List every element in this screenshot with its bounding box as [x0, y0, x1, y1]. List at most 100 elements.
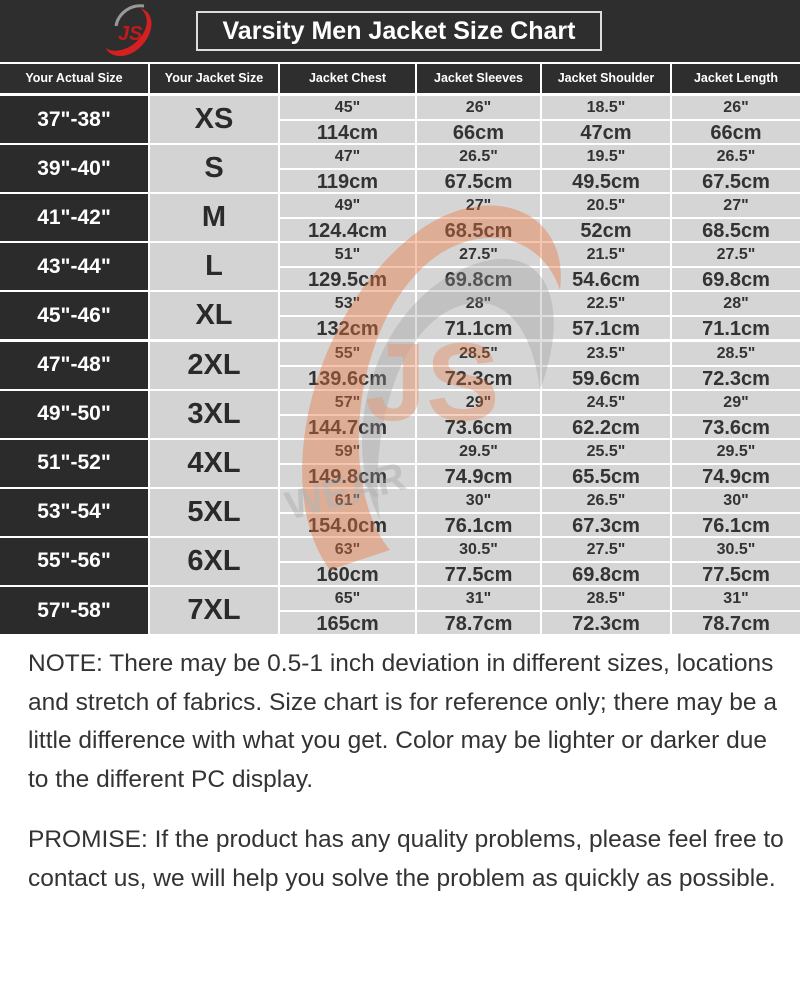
size-chart: JS Varsity Men Jacket Size Chart Your Ac…: [0, 0, 800, 636]
shoulder-cm: 69.8cm: [572, 563, 640, 586]
cell-divider: [417, 462, 540, 465]
sleeves-inches: 28": [465, 295, 492, 313]
shoulder-cm: 52cm: [580, 220, 632, 243]
cell-divider: [417, 119, 540, 121]
length-cell: 30" 76.1cm: [672, 488, 800, 537]
cell-divider: [417, 560, 540, 563]
notes-section: NOTE: There may be 0.5-1 inch deviation …: [28, 645, 788, 920]
cell-divider: [417, 168, 540, 171]
sleeves-cell: 28" 71.1cm: [417, 292, 540, 340]
cell-divider: [672, 610, 800, 612]
brand-logo: JS: [106, 4, 152, 57]
shoulder-inches: 22.5": [586, 295, 626, 313]
cell-divider: [542, 315, 670, 318]
cell-divider: [280, 560, 415, 563]
chest-inches: 51": [334, 246, 361, 264]
cell-divider: [417, 364, 540, 367]
length-cm: 73.6cm: [702, 416, 770, 439]
cell-divider: [542, 217, 670, 220]
chest-inches: 59": [334, 442, 361, 460]
length-inches: 28": [723, 295, 749, 313]
length-cm: 76.1cm: [702, 514, 770, 537]
length-cm: 77.5cm: [702, 563, 770, 586]
shoulder-inches: 20.5": [586, 197, 626, 215]
sleeves-cm: 73.6cm: [444, 416, 513, 439]
cell-divider: [542, 610, 670, 612]
sleeves-cell: 30" 76.1cm: [417, 488, 540, 537]
sleeves-cell: 27" 68.5cm: [417, 194, 540, 242]
chest-inches: 63": [334, 540, 361, 558]
sleeves-inches: 28.5": [459, 344, 498, 362]
shoulder-cell: 18.5" 47cm: [542, 96, 670, 144]
shoulder-cm: 72.3cm: [572, 613, 640, 635]
chest-inches: 47": [334, 148, 361, 166]
sleeves-cm: 77.5cm: [444, 563, 513, 586]
cell-divider: [280, 462, 415, 465]
length-inches: 30.5": [716, 540, 756, 558]
shoulder-inches: 23.5": [586, 344, 626, 362]
chest-inches: 57": [334, 393, 361, 411]
length-cm: 67.5cm: [702, 171, 770, 194]
cell-divider: [542, 462, 670, 465]
length-cell: 29" 73.6cm: [672, 390, 800, 439]
chest-cm: 154.0cm: [308, 514, 387, 537]
shoulder-inches: 18.5": [586, 99, 626, 116]
sleeves-cm: 69.8cm: [444, 269, 513, 292]
cell-divider: [280, 413, 415, 416]
cell-divider: [542, 413, 670, 416]
cell-divider: [280, 364, 415, 367]
chest-inches: 65": [334, 590, 361, 607]
jacket-size-cell: S: [150, 145, 278, 193]
cell-divider: [672, 560, 800, 563]
shoulder-cell: 28.5" 72.3cm: [542, 587, 670, 635]
shoulder-inches: 27.5": [586, 540, 626, 558]
shoulder-inches: 25.5": [586, 442, 626, 460]
jacket-size-cell: 6XL: [150, 537, 278, 585]
actual-size-cell: 41"-42": [0, 194, 148, 242]
chest-cell: 59" 149.8cm: [280, 439, 415, 488]
cell-divider: [542, 168, 670, 171]
length-inches: 26": [723, 99, 749, 116]
shoulder-cell: 23.5" 59.6cm: [542, 341, 670, 390]
length-cell: 27" 68.5cm: [672, 194, 800, 242]
column-header-sleeves: Jacket Sleeves: [417, 64, 540, 93]
sleeves-inches: 27.5": [459, 246, 498, 264]
length-inches: 27": [723, 197, 749, 215]
chest-cell: 53" 132cm: [280, 292, 415, 341]
sleeves-cm: 67.5cm: [444, 171, 513, 194]
chest-cm: 132cm: [316, 318, 379, 341]
jacket-size-cell: 2XL: [150, 341, 278, 389]
actual-size-cell: 57"-58": [0, 587, 148, 634]
actual-size-cell: 49"-50": [0, 390, 148, 438]
sleeves-inches: 27": [465, 197, 492, 215]
length-inches: 29": [723, 393, 749, 411]
chest-cell: 45" 114cm: [280, 96, 415, 144]
chest-inches: 49": [334, 197, 361, 215]
cell-divider: [417, 610, 540, 612]
length-inches: 27.5": [716, 246, 756, 264]
length-cm: 66cm: [710, 122, 762, 144]
jacket-size-cell: 7XL: [150, 587, 278, 634]
cell-divider: [542, 364, 670, 367]
chest-cell: 65" 165cm: [280, 587, 415, 635]
sleeves-inches: 30.5": [459, 540, 498, 558]
chest-cm: 119cm: [316, 171, 379, 194]
length-cell: 29.5" 74.9cm: [672, 439, 800, 488]
sleeves-cell: 27.5" 69.8cm: [417, 243, 540, 292]
length-cell: 31" 78.7cm: [672, 587, 800, 635]
length-cell: 26.5" 67.5cm: [672, 145, 800, 194]
chart-header: JS Varsity Men Jacket Size Chart: [0, 0, 800, 62]
chest-inches: 53": [334, 295, 361, 313]
cell-divider: [672, 168, 800, 171]
cell-divider: [672, 462, 800, 465]
actual-size-cell: 37"-38": [0, 96, 148, 143]
chest-cell: 55" 139.6cm: [280, 341, 415, 390]
sleeves-inches: 31": [465, 590, 492, 607]
length-cell: 27.5" 69.8cm: [672, 243, 800, 291]
sleeves-cm: 74.9cm: [444, 465, 513, 488]
length-cm: 72.3cm: [702, 367, 770, 390]
chest-cm: 114cm: [316, 122, 379, 144]
actual-size-cell: 53"-54": [0, 488, 148, 536]
jacket-size-cell: XS: [150, 96, 278, 143]
sleeves-cm: 76.1cm: [444, 514, 513, 537]
